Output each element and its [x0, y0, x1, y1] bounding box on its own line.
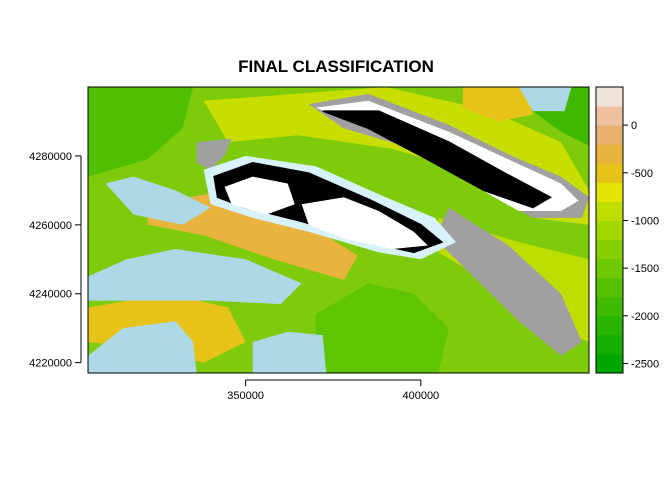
chart-title: FINAL CLASSIFICATION [238, 57, 434, 76]
legend-swatch [596, 106, 623, 126]
map-region-central-snow-west [224, 176, 295, 215]
map-region-south-central-water [252, 331, 327, 373]
legend-swatch [596, 201, 623, 221]
y-tick-label: 4240000 [29, 289, 72, 301]
map-region-north-ridge-shadow [322, 110, 553, 209]
plot-frame [87, 86, 590, 374]
y-axis: 4220000 4240000 4260000 4280000 [29, 151, 82, 370]
y-tick-label: 4280000 [29, 151, 72, 163]
legend-swatch [596, 315, 623, 336]
map-region-north-water [518, 87, 572, 112]
legend-swatch [596, 334, 623, 355]
map-region-west-lake [105, 176, 211, 225]
x-tick-label: 350000 [227, 390, 264, 402]
map-region-valley-rock [434, 207, 582, 356]
legend-tick-label: -1500 [631, 263, 659, 275]
y-tick-label: 4260000 [29, 220, 72, 232]
map-region-central-snow-east [301, 197, 428, 249]
legend-swatch [596, 87, 623, 107]
legend-tick-label: 0 [631, 120, 637, 132]
legend-swatch [596, 353, 623, 374]
map-region-north-yellow-band [203, 87, 589, 225]
legend-tick-label: -2500 [631, 358, 659, 370]
legend-swatch [596, 182, 623, 202]
map-region-central-south-forest [315, 283, 449, 373]
x-tick-label: 400000 [402, 390, 439, 402]
map-region-west-rock [196, 138, 232, 170]
legend-swatch [596, 220, 623, 241]
legend-frame [595, 86, 624, 374]
legend-swatch [596, 125, 623, 145]
map-region-northeast-orange [462, 87, 533, 122]
legend-swatch [596, 239, 623, 260]
map-region-south-water [88, 321, 197, 373]
legend-tick-label: -2000 [631, 311, 659, 323]
legend-swatch [596, 144, 623, 164]
classification-map [88, 87, 589, 373]
y-tick-label: 4220000 [29, 358, 72, 370]
legend-swatch [596, 258, 623, 279]
legend-tick-label: -1000 [631, 215, 659, 227]
map-region-southwest-lake [88, 249, 302, 305]
legend-swatch [596, 277, 623, 298]
x-axis: 350000 400000 [227, 379, 439, 402]
color-legend: 0 -500 -1000 -1500 -2000 -2500 [595, 86, 659, 374]
legend-swatch [596, 163, 623, 183]
legend-swatch [596, 296, 623, 317]
map-region-west-forest [88, 87, 194, 177]
legend-tick-label: -500 [631, 168, 653, 180]
